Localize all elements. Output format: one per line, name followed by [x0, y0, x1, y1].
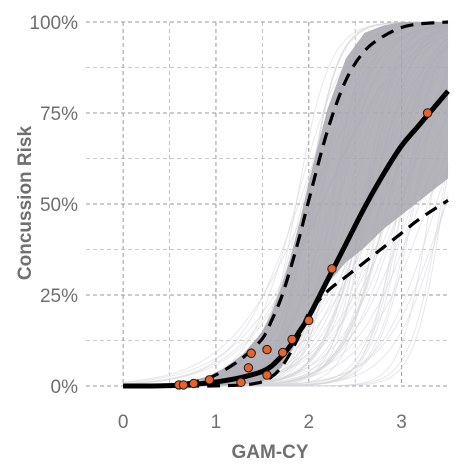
credible-band-area — [123, 22, 448, 386]
y-tick-label: 0% — [51, 377, 79, 398]
x-tick-label: 1 — [211, 412, 222, 433]
x-tick-label: 2 — [303, 412, 314, 433]
data-point — [278, 347, 288, 358]
x-axis-ticks: 0 1 2 3 — [118, 412, 407, 433]
data-point — [204, 375, 215, 385]
data-point — [422, 108, 433, 118]
data-points — [174, 108, 433, 390]
x-tick-label: 0 — [118, 412, 129, 433]
y-tick-label: 100% — [29, 13, 78, 34]
data-point — [327, 264, 337, 274]
confidence-bound-lower — [123, 199, 449, 388]
data-point — [246, 348, 256, 358]
y-tick-label: 75% — [40, 104, 78, 125]
data-point — [262, 344, 272, 355]
x-tick-label: 3 — [396, 412, 407, 433]
data-point — [236, 377, 246, 388]
data-point — [243, 363, 254, 373]
data-point — [304, 315, 314, 326]
x-axis-title: GAM-CY — [231, 442, 308, 463]
data-point — [262, 370, 272, 380]
y-tick-label: 25% — [40, 286, 78, 307]
y-axis-title: Concussion Risk — [15, 126, 36, 281]
data-point — [287, 334, 297, 345]
data-point — [188, 378, 199, 389]
credible-band — [123, 22, 448, 386]
data-point — [178, 380, 189, 390]
y-tick-label: 50% — [40, 195, 78, 216]
y-axis-ticks: 0% 25% 50% 75% 100% — [29, 13, 78, 398]
